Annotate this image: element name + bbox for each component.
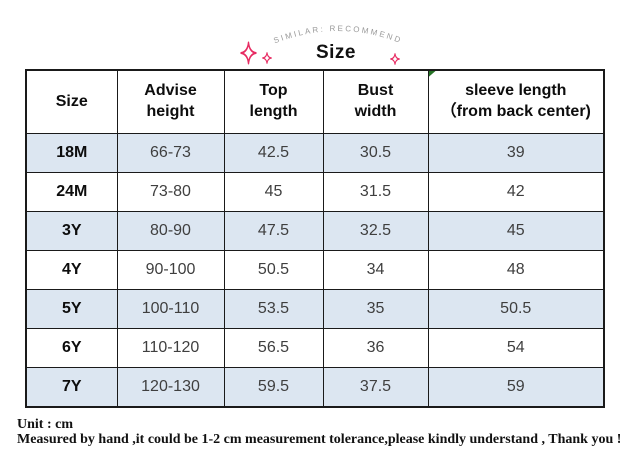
cell-bust-width: 30.5 [322, 133, 429, 173]
column-header-advise-height: Advise height [116, 69, 225, 134]
cell-bust-width: 31.5 [322, 172, 429, 212]
sparkle-icon-large [240, 41, 257, 65]
table-row: 7Y 120-130 59.5 37.5 59 [25, 367, 605, 408]
cell-top-length: 47.5 [223, 211, 324, 251]
column-header-bust-width: Bust width [322, 69, 429, 134]
cell-sleeve-length: 42 [427, 172, 605, 212]
cell-size: 3Y [25, 211, 118, 251]
cell-size: 4Y [25, 250, 118, 290]
column-header-size: Size [25, 69, 118, 134]
cell-sleeve-length: 45 [427, 211, 605, 251]
green-corner-marker [429, 71, 436, 77]
arc-banner: SIMILAR: RECOMMEND [272, 24, 401, 45]
header-line: length [249, 103, 298, 120]
cell-bust-width: 35 [322, 289, 429, 329]
cell-advise-height: 90-100 [116, 250, 225, 290]
header-line: （from back center) [440, 103, 591, 120]
cell-sleeve-length: 50.5 [427, 289, 605, 329]
table-row: 3Y 80-90 47.5 32.5 45 [25, 211, 605, 251]
cell-sleeve-length: 48 [427, 250, 605, 290]
cell-advise-height: 110-120 [116, 328, 225, 368]
table-row: 5Y 100-110 53.5 35 50.5 [25, 289, 605, 329]
cell-size: 7Y [25, 367, 118, 408]
table-row: 4Y 90-100 50.5 34 48 [25, 250, 605, 290]
header-line: Bust [357, 82, 394, 100]
table-row: 24M 73-80 45 31.5 42 [25, 172, 605, 212]
cell-size: 24M [25, 172, 118, 212]
size-table: Size Advise height Top length Bust width [25, 69, 605, 408]
header-line: width [354, 103, 397, 120]
cell-top-length: 45 [223, 172, 324, 212]
header-row: Size Advise height Top length Bust width [25, 69, 605, 134]
cell-advise-height: 100-110 [116, 289, 225, 329]
header-line: Top [259, 82, 288, 100]
table-row: 6Y 110-120 56.5 36 54 [25, 328, 605, 368]
page-title: Size [315, 42, 357, 63]
cell-top-length: 59.5 [223, 367, 324, 408]
cell-advise-height: 73-80 [116, 172, 225, 212]
header-line: sleeve length [465, 82, 567, 100]
cell-advise-height: 120-130 [116, 367, 225, 408]
cell-top-length: 53.5 [223, 289, 324, 329]
cell-size: 18M [25, 133, 118, 173]
cell-advise-height: 80-90 [116, 211, 225, 251]
unit-note: Unit : cm [17, 417, 73, 432]
header-line: Advise [144, 82, 197, 100]
cell-top-length: 42.5 [223, 133, 324, 173]
cell-top-length: 50.5 [223, 250, 324, 290]
cell-size: 5Y [25, 289, 118, 329]
cell-size: 6Y [25, 328, 118, 368]
cell-top-length: 56.5 [223, 328, 324, 368]
sparkle-icon-small-right [390, 53, 400, 65]
table-row: 18M 66-73 42.5 30.5 39 [25, 133, 605, 173]
header-line: height [146, 103, 195, 120]
column-header-top-length: Top length [223, 69, 324, 134]
cell-sleeve-length: 54 [427, 328, 605, 368]
cell-sleeve-length: 59 [427, 367, 605, 408]
cell-bust-width: 37.5 [322, 367, 429, 408]
cell-bust-width: 32.5 [322, 211, 429, 251]
cell-bust-width: 36 [322, 328, 429, 368]
table-body: 18M 66-73 42.5 30.5 39 24M 73-80 45 31.5… [25, 133, 605, 408]
tolerance-note: Measured by hand ,it could be 1-2 cm mea… [17, 432, 620, 447]
cell-bust-width: 34 [322, 250, 429, 290]
table-header: Size Advise height Top length Bust width [25, 69, 605, 134]
sparkle-icon-small-left [262, 52, 272, 64]
header-line: Size [55, 92, 88, 110]
cell-sleeve-length: 39 [427, 133, 605, 173]
column-header-sleeve-length: sleeve length （from back center) [427, 69, 605, 134]
cell-advise-height: 66-73 [116, 133, 225, 173]
